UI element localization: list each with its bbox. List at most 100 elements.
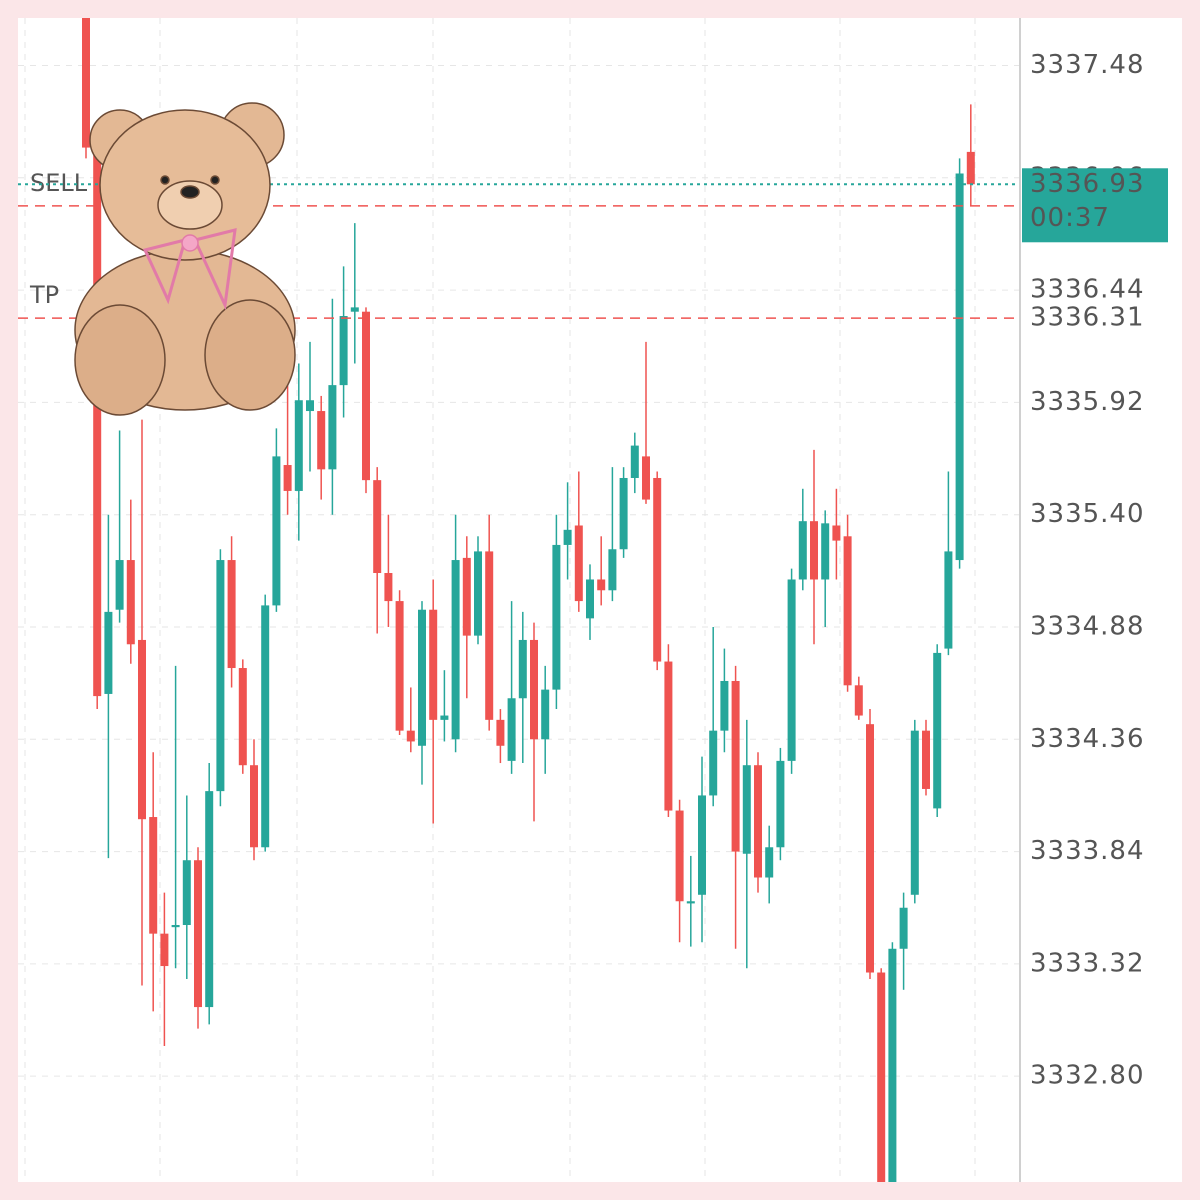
candle-body: [664, 661, 673, 811]
candle-body: [149, 817, 158, 934]
candle-body: [530, 639, 538, 740]
candle-body: [642, 456, 650, 500]
candle-body: [462, 557, 471, 636]
candle-body: [205, 791, 214, 1008]
candle-body: [698, 795, 706, 895]
candle-body: [507, 698, 516, 761]
candle-body: [966, 151, 975, 185]
candle-body: [496, 719, 505, 746]
candle-body: [250, 765, 258, 848]
candle-body: [395, 601, 404, 731]
candle-body: [418, 609, 426, 746]
candle-body: [720, 680, 729, 731]
countdown-label: 00:37: [1030, 203, 1110, 233]
candle-body: [552, 544, 561, 690]
candle-body: [171, 925, 180, 928]
candle-body: [138, 639, 146, 820]
y-tick-label: 3335.92: [1030, 387, 1145, 417]
candle-body: [944, 551, 953, 649]
candle-body: [877, 972, 886, 1182]
candle-body: [541, 689, 550, 740]
candle-body: [261, 605, 270, 848]
candle-body: [362, 311, 370, 481]
candle-body: [854, 685, 863, 716]
price-lines: SELL TP: [18, 169, 1020, 319]
candle-body: [910, 730, 919, 895]
candle-body: [350, 307, 359, 312]
candle-body: [317, 411, 326, 470]
candle-body: [182, 860, 191, 926]
candle-body: [653, 477, 662, 662]
candle-body: [194, 860, 202, 1008]
candle-body: [675, 810, 684, 902]
candle-body: [440, 715, 449, 720]
candle-body: [373, 480, 382, 574]
y-tick-label: 3336.44: [1030, 275, 1145, 305]
candle-body: [104, 611, 113, 694]
candle-body: [160, 933, 169, 967]
candle-body: [485, 551, 494, 720]
candle-body: [765, 847, 774, 878]
y-tick-label: 3333.84: [1030, 836, 1145, 866]
candle-body: [429, 609, 438, 720]
candle-body: [283, 465, 292, 491]
axis-label-bg: [1022, 303, 1172, 334]
candle-body: [126, 560, 135, 645]
candle-body: [742, 765, 751, 854]
candle-body: [933, 652, 942, 809]
candle-body: [93, 147, 102, 697]
last-price-label: 3336.93: [1030, 169, 1145, 199]
price-line-label: SELL: [30, 169, 88, 197]
candle-body: [787, 579, 796, 761]
y-tick-label: 3334.36: [1030, 724, 1145, 754]
candle-body: [574, 525, 583, 602]
candle-body: [474, 551, 482, 636]
candle-body: [630, 445, 639, 478]
candle-body: [384, 573, 393, 602]
candle-body: [339, 316, 348, 386]
candle-body: [955, 173, 964, 561]
candle-body: [731, 680, 740, 852]
candle-body: [709, 730, 718, 796]
candle-body: [754, 765, 762, 878]
candle-body: [888, 948, 897, 1182]
candle-body: [294, 400, 303, 491]
candle-body: [406, 730, 415, 742]
candle-body: [922, 730, 930, 789]
candle-body: [798, 521, 807, 580]
price-line-label: TP: [29, 281, 59, 309]
y-tick-label: 3333.32: [1030, 948, 1145, 978]
candle-body: [619, 477, 628, 550]
candle-body: [899, 907, 908, 949]
candle-body: [272, 456, 281, 606]
last-price-box: [1022, 168, 1168, 243]
candle-body: [306, 400, 314, 412]
candle-body: [518, 639, 527, 699]
candle-body: [328, 385, 337, 470]
bear-sticker: [74, 102, 296, 416]
candle-body: [776, 760, 785, 848]
candle-body: [686, 901, 695, 904]
candle-body: [216, 560, 225, 792]
candle-body: [563, 529, 572, 545]
candle-body: [843, 536, 852, 686]
y-tick-label: 3334.88: [1030, 611, 1145, 641]
y-tick-label: 3335.40: [1030, 499, 1145, 529]
candle-body: [238, 668, 247, 766]
y-tick-label: 3337.48: [1030, 50, 1145, 80]
price-axis: 3337.483336.963336.443335.923335.403334.…: [1022, 50, 1172, 1091]
candle-body: [227, 560, 236, 669]
candle-body: [115, 560, 124, 610]
candle-body: [597, 579, 606, 591]
candle-body: [608, 549, 617, 591]
candle-body: [810, 521, 818, 580]
candle-body: [832, 525, 841, 541]
candles: [82, 18, 975, 1182]
axis-price-label: 3336.31: [1030, 303, 1145, 333]
candle-body: [821, 523, 830, 580]
candle-body: [82, 18, 90, 148]
candle-body: [866, 724, 874, 973]
candle-body: [586, 579, 594, 619]
